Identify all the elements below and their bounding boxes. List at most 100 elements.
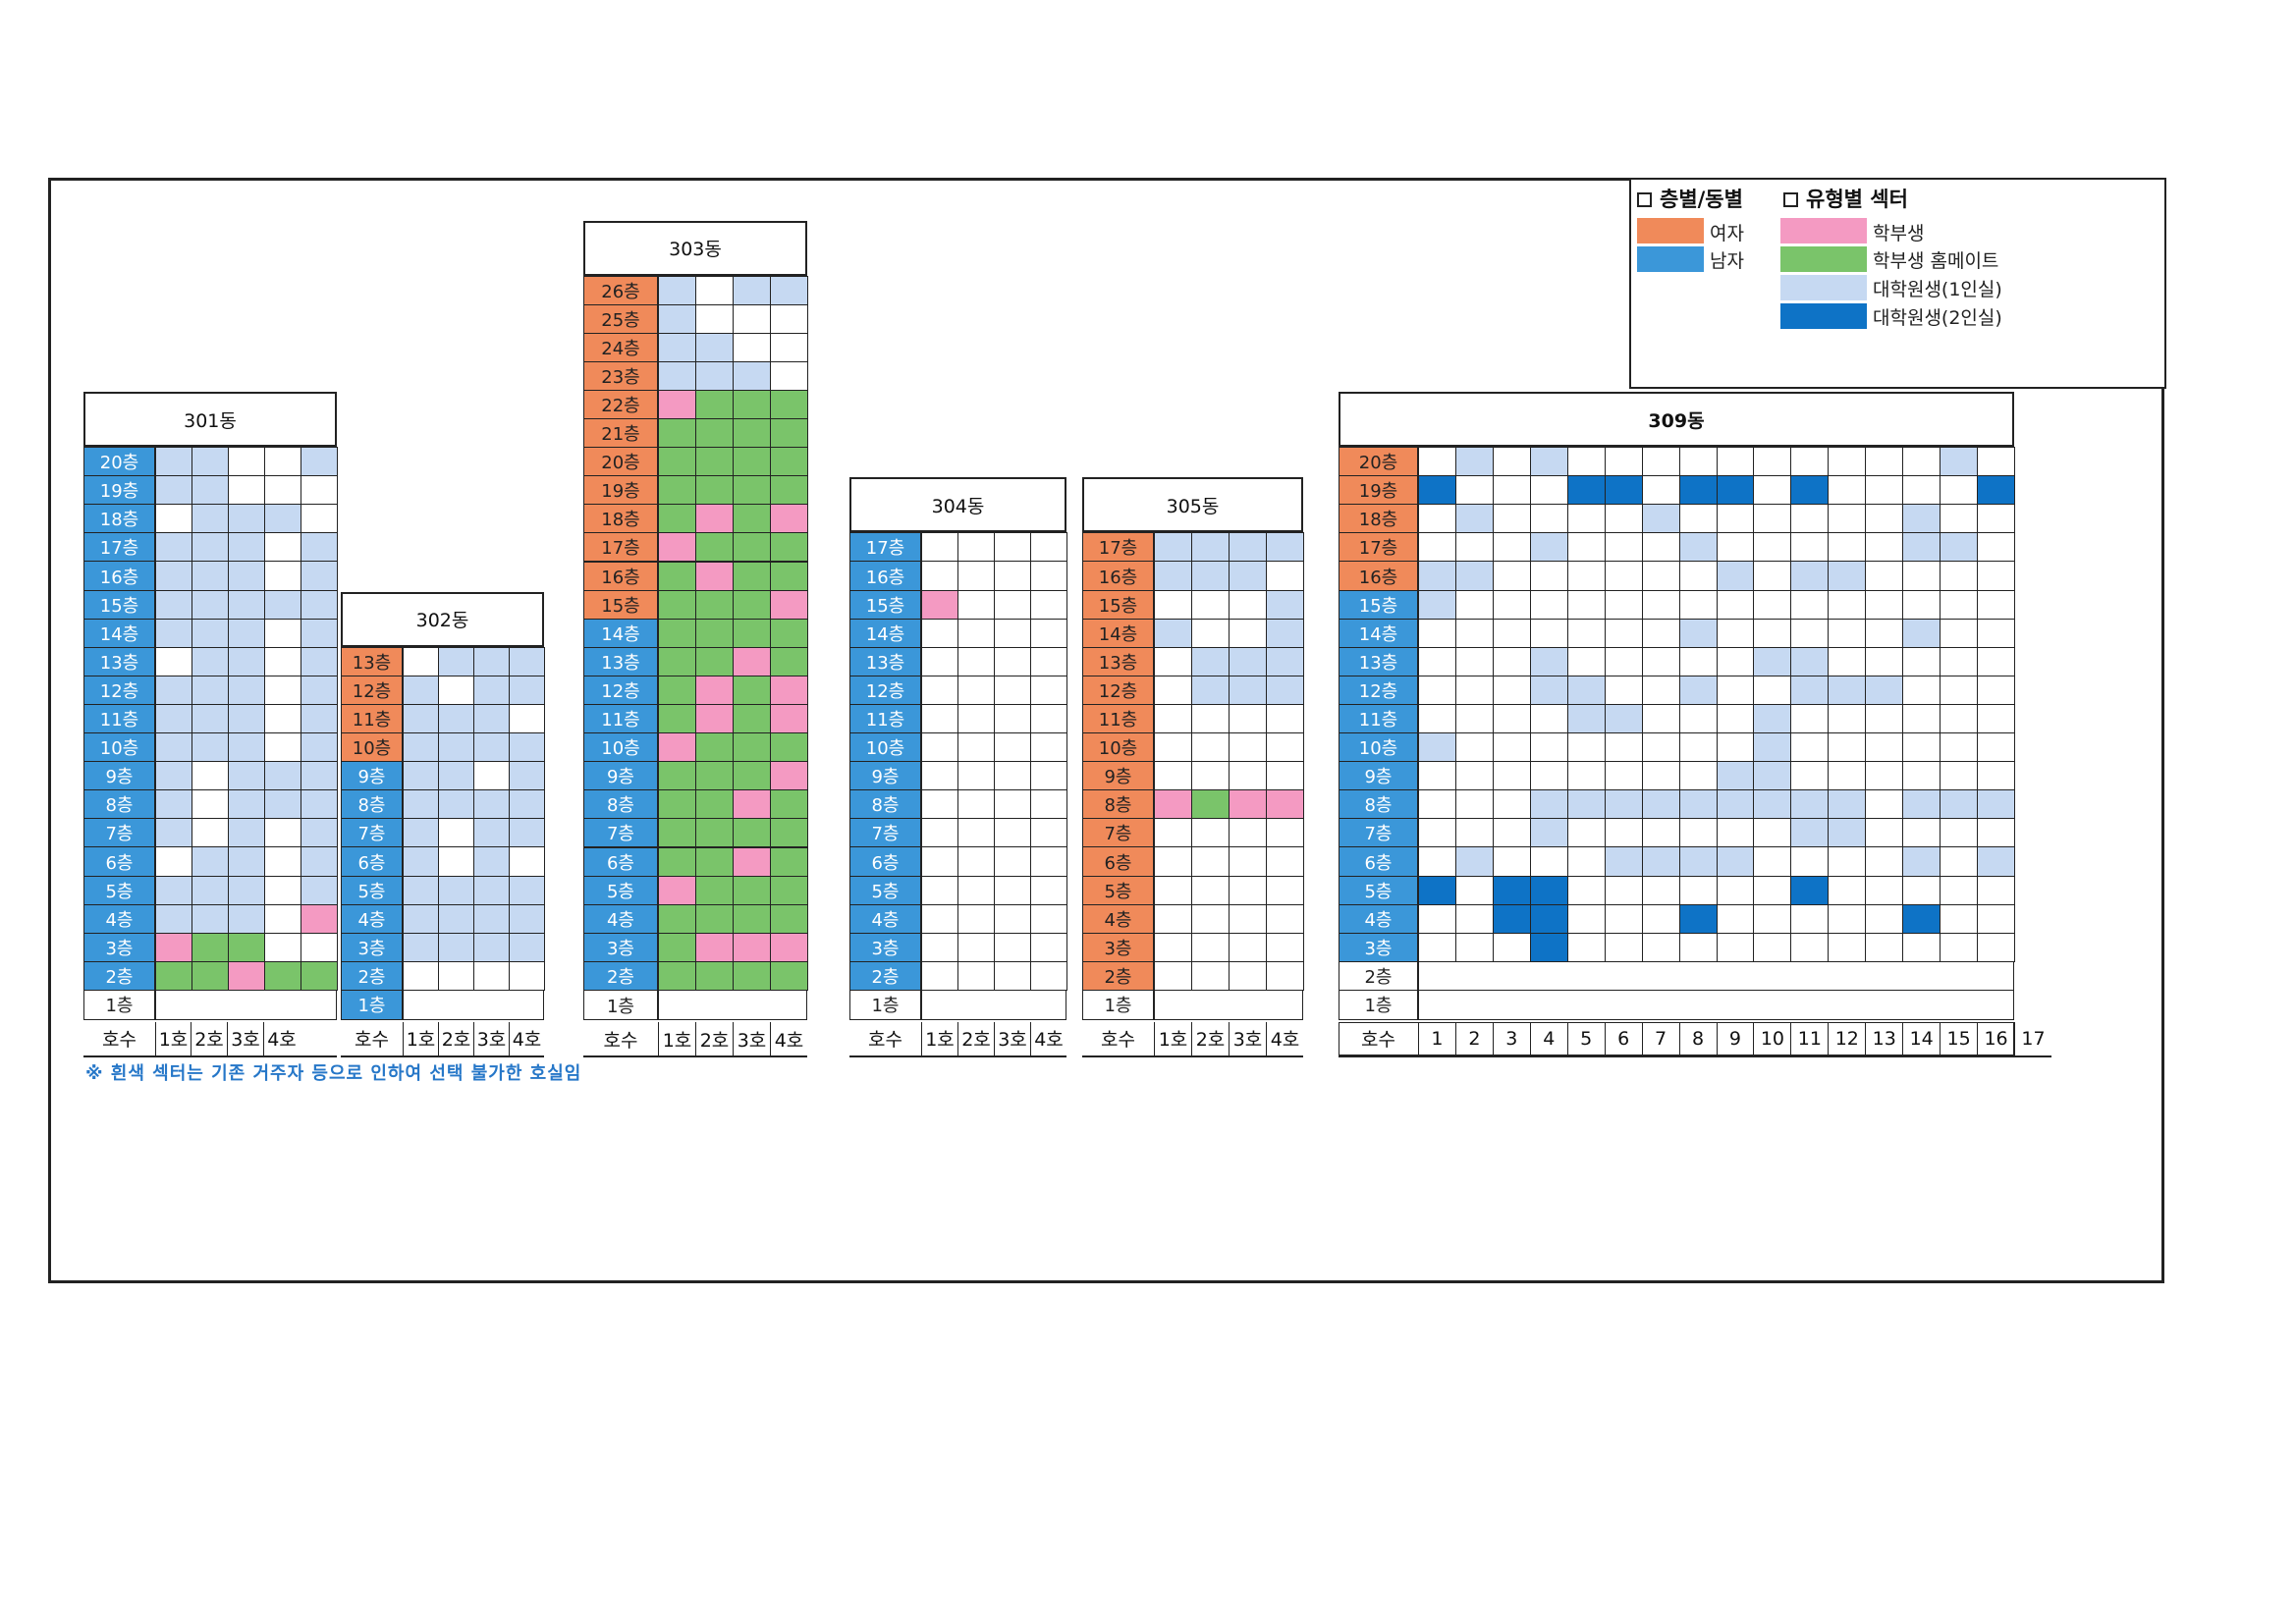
room-cell[interactable] xyxy=(1790,789,1830,820)
room-cell[interactable] xyxy=(1529,875,1568,905)
room-cell[interactable] xyxy=(264,960,301,991)
room-cell[interactable] xyxy=(509,875,545,905)
room-cell[interactable] xyxy=(228,675,265,705)
room-cell[interactable] xyxy=(403,932,439,962)
room-cell[interactable] xyxy=(155,761,192,791)
room-cell[interactable] xyxy=(695,732,734,763)
room-cell[interactable] xyxy=(770,589,808,620)
room-cell[interactable] xyxy=(1566,789,1606,820)
room-cell[interactable] xyxy=(695,589,734,620)
room-cell[interactable] xyxy=(658,960,696,991)
room-cell[interactable] xyxy=(695,561,734,591)
room-cell[interactable] xyxy=(1678,846,1718,877)
room-cell[interactable] xyxy=(1154,618,1192,648)
room-cell[interactable] xyxy=(1566,675,1606,705)
room-cell[interactable] xyxy=(1454,846,1494,877)
room-cell[interactable] xyxy=(509,789,545,820)
room-cell[interactable] xyxy=(658,675,696,705)
room-cell[interactable] xyxy=(658,875,696,905)
room-cell[interactable] xyxy=(155,818,192,848)
room-cell[interactable] xyxy=(1790,818,1830,848)
room-cell[interactable] xyxy=(473,932,510,962)
room-cell[interactable] xyxy=(1716,475,1755,506)
room-cell[interactable] xyxy=(191,732,229,763)
room-cell[interactable] xyxy=(191,589,229,620)
room-cell[interactable] xyxy=(191,675,229,705)
room-cell[interactable] xyxy=(1191,789,1230,820)
room-cell[interactable] xyxy=(658,704,696,734)
room-cell[interactable] xyxy=(1641,846,1680,877)
room-cell[interactable] xyxy=(1977,789,2015,820)
room-cell[interactable] xyxy=(658,618,696,648)
room-cell[interactable] xyxy=(658,818,696,848)
room-cell[interactable] xyxy=(301,761,338,791)
room-cell[interactable] xyxy=(770,447,808,477)
room-cell[interactable] xyxy=(1790,875,1830,905)
room-cell[interactable] xyxy=(1790,475,1830,506)
room-cell[interactable] xyxy=(1529,675,1568,705)
room-cell[interactable] xyxy=(1418,475,1456,506)
room-cell[interactable] xyxy=(1266,675,1304,705)
room-cell[interactable] xyxy=(1418,561,1456,591)
room-cell[interactable] xyxy=(1678,618,1718,648)
room-cell[interactable] xyxy=(155,532,192,563)
room-cell[interactable] xyxy=(770,504,808,534)
room-cell[interactable] xyxy=(1191,675,1230,705)
room-cell[interactable] xyxy=(1828,675,1867,705)
room-cell[interactable] xyxy=(658,732,696,763)
room-cell[interactable] xyxy=(770,789,808,820)
room-cell[interactable] xyxy=(658,761,696,791)
room-cell[interactable] xyxy=(403,789,439,820)
room-cell[interactable] xyxy=(473,903,510,934)
room-cell[interactable] xyxy=(695,332,734,362)
room-cell[interactable] xyxy=(301,875,338,905)
room-cell[interactable] xyxy=(473,875,510,905)
room-cell[interactable] xyxy=(770,960,808,991)
room-cell[interactable] xyxy=(228,504,265,534)
room-cell[interactable] xyxy=(228,561,265,591)
room-cell[interactable] xyxy=(733,618,771,648)
room-cell[interactable] xyxy=(438,903,474,934)
room-cell[interactable] xyxy=(403,818,439,848)
room-cell[interactable] xyxy=(191,703,229,734)
room-cell[interactable] xyxy=(658,504,696,534)
room-cell[interactable] xyxy=(1154,561,1192,591)
room-cell[interactable] xyxy=(733,932,771,962)
room-cell[interactable] xyxy=(1454,447,1494,477)
room-cell[interactable] xyxy=(1418,589,1456,620)
room-cell[interactable] xyxy=(301,703,338,734)
room-cell[interactable] xyxy=(658,846,696,877)
room-cell[interactable] xyxy=(658,332,696,362)
room-cell[interactable] xyxy=(733,418,771,449)
room-cell[interactable] xyxy=(1678,475,1718,506)
room-cell[interactable] xyxy=(770,418,808,449)
room-cell[interactable] xyxy=(1604,846,1643,877)
room-cell[interactable] xyxy=(695,675,734,705)
room-cell[interactable] xyxy=(1418,732,1456,763)
room-cell[interactable] xyxy=(695,789,734,820)
room-cell[interactable] xyxy=(733,761,771,791)
room-cell[interactable] xyxy=(695,846,734,877)
room-cell[interactable] xyxy=(191,960,229,991)
room-cell[interactable] xyxy=(191,532,229,563)
room-cell[interactable] xyxy=(228,532,265,563)
room-cell[interactable] xyxy=(770,875,808,905)
room-cell[interactable] xyxy=(403,875,439,905)
room-cell[interactable] xyxy=(770,275,808,305)
room-cell[interactable] xyxy=(264,789,301,820)
room-cell[interactable] xyxy=(1678,532,1718,563)
room-cell[interactable] xyxy=(1790,561,1830,591)
room-cell[interactable] xyxy=(1529,932,1568,962)
room-cell[interactable] xyxy=(191,618,229,648)
room-cell[interactable] xyxy=(658,389,696,419)
room-cell[interactable] xyxy=(1678,903,1718,934)
room-cell[interactable] xyxy=(695,389,734,419)
room-cell[interactable] xyxy=(733,903,771,934)
room-cell[interactable] xyxy=(473,846,510,877)
room-cell[interactable] xyxy=(695,875,734,905)
room-cell[interactable] xyxy=(1454,504,1494,534)
room-cell[interactable] xyxy=(228,818,265,848)
room-cell[interactable] xyxy=(301,675,338,705)
room-cell[interactable] xyxy=(438,646,474,676)
room-cell[interactable] xyxy=(1154,532,1192,563)
